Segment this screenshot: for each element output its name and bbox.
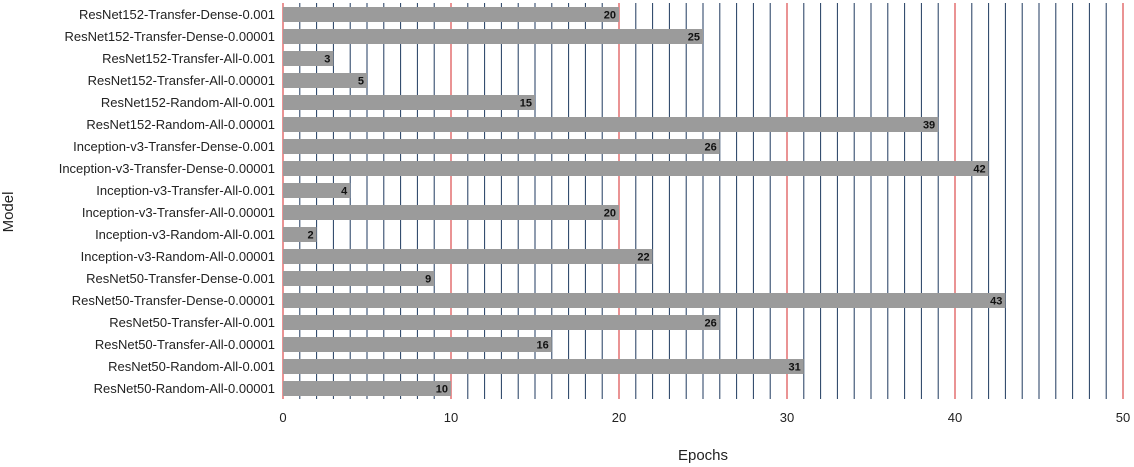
bar — [283, 29, 703, 44]
x-tick-labels: 0 10 20 30 40 50 — [279, 410, 1130, 425]
data-label: 26 — [705, 142, 717, 154]
category-label: ResNet152-Transfer-All-0.00001 — [88, 73, 275, 88]
data-label: 39 — [923, 120, 935, 132]
category-labels: ResNet152-Transfer-Dense-0.001 ResNet152-… — [59, 7, 275, 396]
data-label: 10 — [436, 384, 448, 396]
category-label: ResNet152-Random-All-0.00001 — [86, 117, 275, 132]
category-label: ResNet50-Random-All-0.001 — [108, 359, 275, 374]
bar — [283, 117, 939, 132]
category-label: Inception-v3-Random-All-0.001 — [95, 227, 275, 242]
category-label: ResNet50-Transfer-Dense-0.001 — [86, 271, 275, 286]
x-tick-label: 50 — [1116, 410, 1130, 425]
data-label: 31 — [789, 362, 801, 374]
data-label: 15 — [520, 98, 532, 110]
category-label: Inception-v3-Transfer-All-0.00001 — [82, 205, 275, 220]
data-label: 22 — [637, 252, 649, 264]
data-label: 9 — [425, 274, 431, 286]
data-label: 5 — [358, 76, 364, 88]
bar — [283, 293, 1006, 308]
bar — [283, 139, 720, 154]
bar — [283, 183, 351, 198]
x-tick-label: 40 — [948, 410, 962, 425]
bar — [283, 337, 552, 352]
x-tick-label: 0 — [279, 410, 286, 425]
y-axis-title: Model — [0, 192, 17, 233]
data-label: 42 — [973, 164, 985, 176]
data-label: 4 — [341, 186, 348, 198]
category-label: Inception-v3-Transfer-Dense-0.00001 — [59, 161, 275, 176]
bar — [283, 381, 451, 396]
bar — [283, 249, 653, 264]
data-label: 2 — [307, 230, 313, 242]
x-tick-label: 30 — [780, 410, 794, 425]
bar — [283, 73, 367, 88]
bar — [283, 51, 334, 66]
data-label: 3 — [324, 54, 330, 66]
bar — [283, 161, 989, 176]
category-label: Inception-v3-Transfer-Dense-0.001 — [73, 139, 275, 154]
bar — [283, 227, 317, 242]
x-tick-label: 20 — [612, 410, 626, 425]
bar — [283, 315, 720, 330]
data-label: 43 — [990, 296, 1002, 308]
bar — [283, 7, 619, 22]
category-label: ResNet152-Transfer-Dense-0.00001 — [64, 29, 275, 44]
category-label: ResNet50-Transfer-Dense-0.00001 — [72, 293, 275, 308]
category-label: ResNet50-Random-All-0.00001 — [94, 381, 275, 396]
data-label: 25 — [688, 32, 700, 44]
category-label: ResNet50-Transfer-All-0.001 — [109, 315, 275, 330]
data-label: 20 — [604, 208, 616, 220]
data-label: 16 — [537, 340, 549, 352]
category-label: ResNet152-Random-All-0.001 — [101, 95, 275, 110]
bar — [283, 359, 804, 374]
category-label: ResNet152-Transfer-Dense-0.001 — [79, 7, 275, 22]
category-label: Inception-v3-Transfer-All-0.001 — [96, 183, 275, 198]
bar — [283, 95, 535, 110]
category-label: Inception-v3-Random-All-0.00001 — [81, 249, 275, 264]
x-tick-label: 10 — [444, 410, 458, 425]
category-label: ResNet50-Transfer-All-0.00001 — [95, 337, 275, 352]
category-label: ResNet152-Transfer-All-0.001 — [102, 51, 275, 66]
x-axis-title: Epochs — [678, 447, 728, 464]
data-label: 26 — [705, 318, 717, 330]
gridlines — [282, 3, 1124, 399]
bar — [283, 205, 619, 220]
bar — [283, 271, 435, 286]
data-label: 20 — [604, 10, 616, 22]
